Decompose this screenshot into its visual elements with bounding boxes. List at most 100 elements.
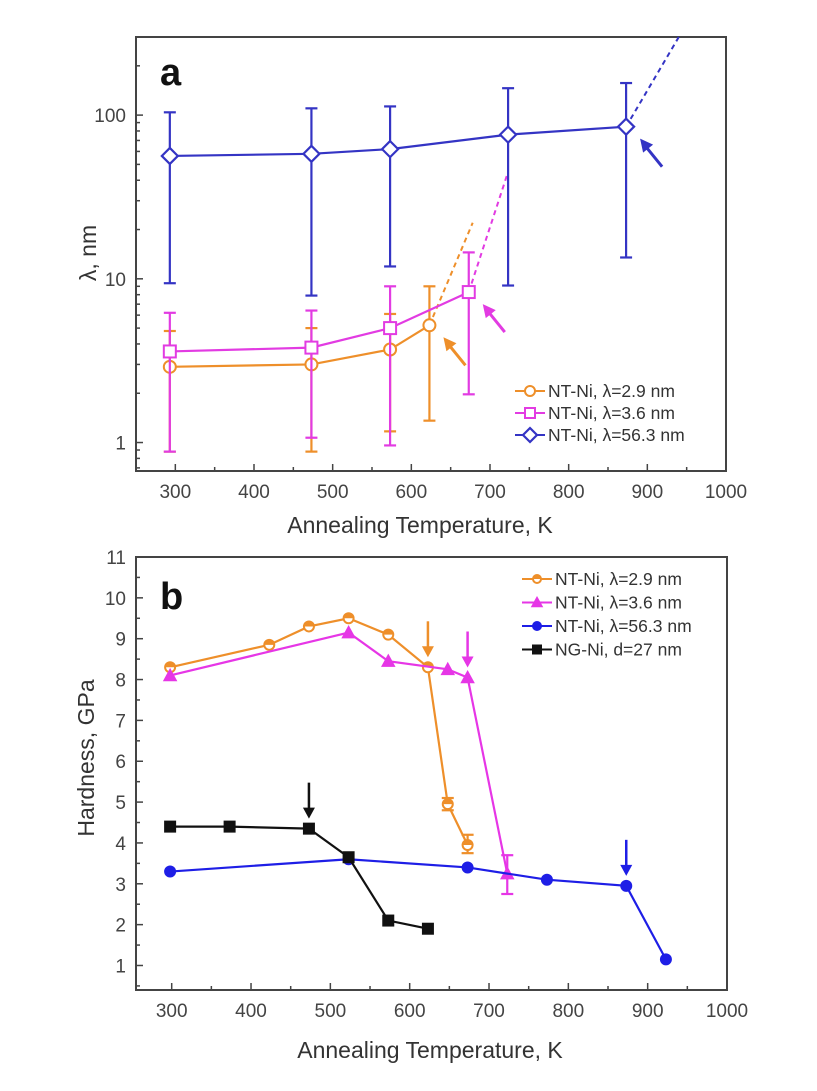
panel-b-y-axis-title: Hardness, GPa bbox=[73, 679, 99, 836]
y-tick-label: 10 bbox=[105, 270, 126, 291]
series-0 bbox=[164, 612, 474, 855]
series-3 bbox=[164, 782, 434, 935]
series-line bbox=[169, 324, 431, 368]
panel-a-y-axis: 1 10 100 bbox=[94, 36, 143, 469]
legend-marker bbox=[532, 644, 542, 655]
legend-item: NG-Ni, d=27 nm bbox=[522, 640, 682, 660]
series-line bbox=[169, 617, 469, 846]
indicator-arrow-head bbox=[640, 138, 654, 153]
panel-b-chart: b 300 400 500 600 700 800 900 1000 123456789101… bbox=[73, 548, 748, 1063]
legend-marker-fill bbox=[533, 575, 541, 579]
panel-a-series bbox=[160, 36, 680, 453]
y-tick-label: 11 bbox=[106, 548, 126, 569]
data-point bbox=[162, 667, 178, 682]
series-line bbox=[170, 858, 667, 960]
data-point bbox=[659, 953, 672, 966]
legend-marker bbox=[530, 595, 544, 608]
data-point bbox=[422, 318, 437, 333]
data-point bbox=[301, 144, 321, 164]
panel-b-series bbox=[162, 612, 672, 966]
data-point-fill bbox=[264, 639, 275, 645]
y-tick-label: 5 bbox=[115, 793, 126, 814]
panel-a-plot-frame bbox=[135, 36, 727, 472]
legend-item: NT-Ni, λ=3.6 nm bbox=[522, 593, 682, 613]
data-point bbox=[223, 820, 236, 833]
x-tick-label: 1000 bbox=[706, 1001, 748, 1022]
panel-a-y-axis-title: λ, nm bbox=[75, 225, 101, 281]
legend-item: NT-Ni, λ=2.9 nm bbox=[515, 381, 675, 401]
data-point bbox=[382, 914, 395, 927]
data-point bbox=[302, 822, 315, 835]
indicator-arrow-head bbox=[461, 656, 474, 668]
data-point-fill bbox=[303, 621, 314, 627]
data-point bbox=[440, 661, 456, 676]
panel-b-plot-frame bbox=[135, 556, 728, 991]
indicator-arrow-shaft bbox=[486, 310, 506, 334]
series-2 bbox=[160, 36, 680, 297]
x-tick-label: 600 bbox=[394, 1001, 426, 1022]
data-point bbox=[160, 146, 180, 166]
legend-marker bbox=[532, 621, 542, 631]
legend-item: NT-Ni, λ=56.3 nm bbox=[522, 616, 692, 636]
y-tick-label: 1 bbox=[115, 956, 126, 977]
data-point bbox=[383, 321, 398, 336]
legend-marker bbox=[521, 426, 539, 444]
legend-label: NT-Ni, λ=2.9 nm bbox=[548, 381, 675, 401]
x-tick-label: 800 bbox=[552, 1001, 584, 1022]
x-tick-label: 500 bbox=[315, 1001, 347, 1022]
indicator-arrow-head bbox=[302, 807, 315, 819]
x-tick-label: 700 bbox=[474, 482, 506, 503]
legend-label: NT-Ni, λ=3.6 nm bbox=[548, 403, 675, 423]
legend-label: NT-Ni, λ=3.6 nm bbox=[555, 593, 682, 613]
data-point bbox=[461, 285, 476, 300]
data-point bbox=[498, 125, 518, 145]
panel-b-letter: b bbox=[160, 576, 183, 618]
data-point-fill bbox=[462, 839, 473, 845]
panel-b-legend: NT-Ni, λ=2.9 nm NT-Ni, λ=3.6 nm NT-Ni, λ=5… bbox=[522, 569, 692, 660]
data-point-fill bbox=[383, 629, 394, 635]
data-point-fill bbox=[343, 613, 354, 619]
x-tick-label: 500 bbox=[317, 482, 349, 503]
series-line bbox=[170, 825, 429, 930]
panel-a-x-axis: 300 400 500 600 700 800 900 1000 bbox=[159, 464, 747, 503]
panel-a-chart: a 300 400 500 600 700 800 900 1000 1 10 100 Annea… bbox=[75, 36, 747, 538]
series-line bbox=[169, 291, 470, 353]
indicator-arrow-shaft bbox=[447, 343, 467, 367]
x-tick-label: 900 bbox=[631, 482, 663, 503]
data-point bbox=[304, 340, 319, 355]
legend-label: NG-Ni, d=27 nm bbox=[555, 640, 682, 660]
data-point bbox=[341, 625, 356, 639]
series-1 bbox=[162, 171, 510, 453]
data-point-fill bbox=[165, 662, 176, 668]
series-2 bbox=[164, 839, 672, 966]
y-tick-label: 9 bbox=[115, 630, 126, 651]
y-tick-label: 7 bbox=[115, 711, 126, 732]
data-point bbox=[162, 344, 177, 359]
legend-item: NT-Ni, λ=3.6 nm bbox=[515, 403, 675, 423]
data-point bbox=[460, 669, 475, 684]
x-tick-label: 700 bbox=[473, 1001, 505, 1022]
data-point bbox=[380, 139, 400, 159]
panel-a-x-axis-title: Annealing Temperature, K bbox=[287, 512, 553, 538]
data-point bbox=[342, 851, 355, 864]
x-tick-label: 1000 bbox=[705, 482, 747, 503]
indicator-arrow-head bbox=[620, 864, 633, 876]
data-point bbox=[421, 922, 434, 935]
x-tick-label: 600 bbox=[395, 482, 427, 503]
y-tick-label: 2 bbox=[115, 916, 126, 937]
panel-a-letter: a bbox=[160, 52, 182, 94]
x-tick-label: 900 bbox=[632, 1001, 664, 1022]
x-tick-label: 300 bbox=[159, 482, 191, 503]
y-tick-label: 8 bbox=[115, 671, 126, 692]
x-tick-label: 400 bbox=[238, 482, 270, 503]
x-tick-label: 800 bbox=[553, 482, 585, 503]
extrapolation-line bbox=[428, 222, 474, 326]
data-point-fill bbox=[442, 799, 453, 805]
panel-b-x-axis: 300 400 500 600 700 800 900 1000 bbox=[156, 983, 748, 1022]
indicator-arrow-shaft bbox=[643, 144, 664, 168]
y-tick-label: 100 bbox=[94, 106, 126, 127]
data-point bbox=[164, 820, 177, 833]
y-tick-label: 1 bbox=[115, 434, 126, 455]
